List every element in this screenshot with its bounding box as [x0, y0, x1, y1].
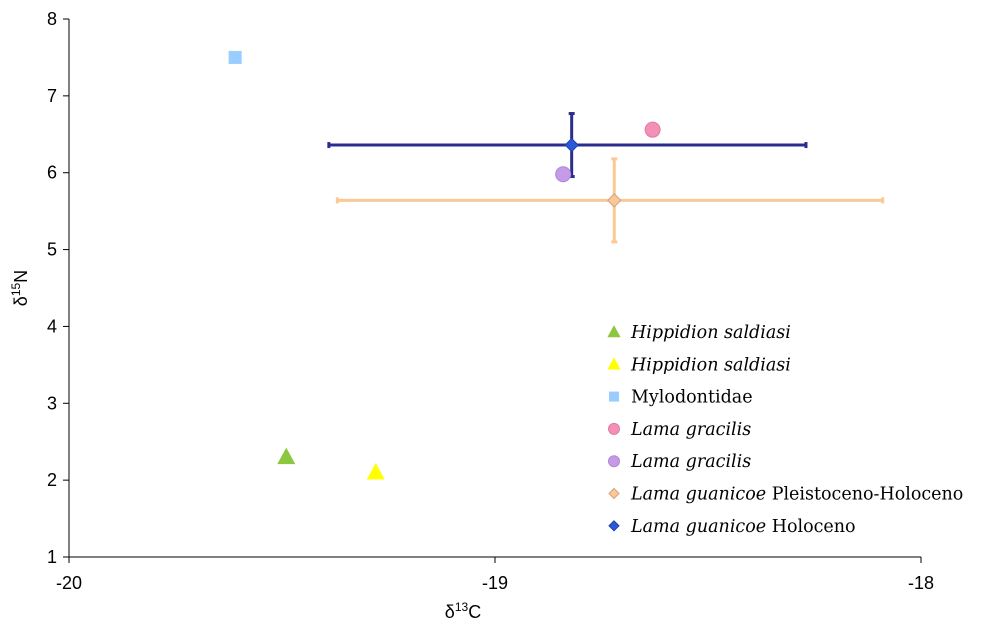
legend: Hippidion saldiasi Hippidion saldiasi Mylo…: [607, 323, 963, 537]
legend-marker: [607, 325, 621, 338]
legend-marker: [608, 520, 620, 532]
y-tick-label: 7: [47, 86, 57, 106]
data-points: [228, 50, 661, 480]
legend-label: Lama gracilis: [630, 452, 751, 472]
y-tick-label: 1: [47, 547, 57, 567]
y-axis-title: δ15N: [9, 270, 31, 306]
data-point: [564, 137, 579, 153]
data-point: [228, 50, 242, 64]
data-point: [555, 166, 572, 183]
y-tick-label: 2: [47, 470, 57, 490]
y-axis-ticks: 1 2 3 4 5 6 7 8: [47, 9, 69, 567]
data-point: [607, 193, 622, 208]
axes: [68, 19, 921, 558]
x-axis-ticks: -20 -19 -18: [56, 557, 934, 593]
y-tick-label: 8: [47, 9, 57, 29]
y-tick-label: 3: [47, 393, 57, 413]
legend-marker: [607, 357, 621, 370]
y-tick-label: 5: [47, 240, 57, 260]
legend-label: Mylodontidae: [631, 388, 753, 408]
x-tick-label: -20: [56, 573, 82, 593]
legend-label: Lama guanicoe Pleistoceno-Holoceno: [630, 485, 963, 505]
x-tick-label: -18: [908, 573, 934, 593]
legend-label: Lama gracilis: [630, 420, 751, 440]
legend-label: Hippidion saldiasi: [630, 323, 791, 343]
y-tick-label: 6: [47, 163, 57, 183]
legend-marker: [609, 391, 619, 402]
data-point: [277, 447, 296, 465]
legend-marker: [608, 455, 620, 468]
legend-label: Lama guanicoe Holoceno: [630, 517, 856, 537]
x-axis-title: δ13C: [445, 600, 481, 622]
data-point: [366, 463, 385, 480]
error-bars: [327, 112, 885, 244]
legend-label: Hippidion saldiasi: [630, 355, 791, 375]
legend-marker: [608, 487, 620, 500]
legend-marker: [608, 422, 620, 435]
y-tick-label: 4: [47, 316, 57, 336]
x-tick-label: -19: [482, 573, 508, 593]
data-point: [644, 121, 661, 138]
